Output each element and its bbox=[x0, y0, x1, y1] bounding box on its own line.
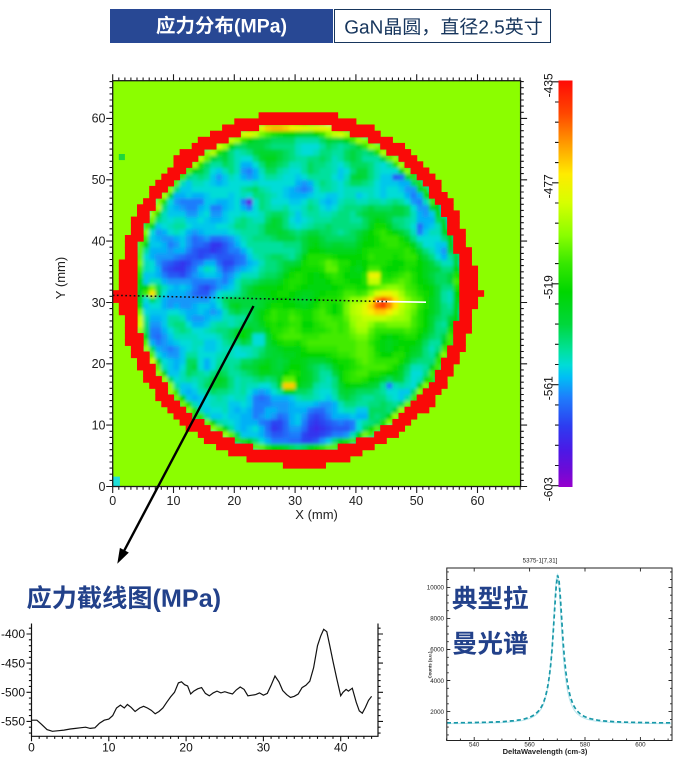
svg-text:4000: 4000 bbox=[430, 678, 444, 685]
svg-text:540: 540 bbox=[469, 742, 480, 749]
svg-text:10: 10 bbox=[102, 741, 116, 755]
svg-text:0: 0 bbox=[109, 494, 116, 508]
svg-text:600: 600 bbox=[635, 742, 646, 749]
svg-text:30: 30 bbox=[257, 741, 271, 755]
svg-text:2000: 2000 bbox=[430, 709, 444, 716]
svg-text:0: 0 bbox=[28, 741, 35, 755]
svg-text:20: 20 bbox=[179, 741, 193, 755]
svg-text:30: 30 bbox=[92, 296, 106, 310]
svg-text:20: 20 bbox=[227, 494, 241, 508]
svg-text:-519: -519 bbox=[542, 275, 556, 299]
svg-text:0: 0 bbox=[99, 480, 106, 494]
svg-text:40: 40 bbox=[349, 494, 363, 508]
svg-text:10: 10 bbox=[167, 494, 181, 508]
svg-text:-400: -400 bbox=[1, 627, 25, 641]
svg-text:20: 20 bbox=[92, 357, 106, 371]
svg-text:Counts (a.u.): Counts (a.u.) bbox=[428, 651, 433, 678]
svg-text:560: 560 bbox=[524, 742, 535, 749]
svg-text:-450: -450 bbox=[1, 656, 25, 670]
svg-text:-500: -500 bbox=[1, 686, 25, 700]
svg-text:580: 580 bbox=[580, 742, 591, 749]
svg-text:30: 30 bbox=[288, 494, 302, 508]
svg-text:DeltaWavelength (cm-3): DeltaWavelength (cm-3) bbox=[503, 747, 588, 756]
svg-text:5375-1[7,31]: 5375-1[7,31] bbox=[523, 558, 558, 565]
svg-text:40: 40 bbox=[92, 234, 106, 248]
svg-text:50: 50 bbox=[92, 173, 106, 187]
svg-text:X (mm): X (mm) bbox=[295, 507, 338, 522]
svg-text:8000: 8000 bbox=[430, 616, 444, 623]
svg-text:-477: -477 bbox=[542, 174, 556, 198]
svg-text:-435: -435 bbox=[542, 73, 556, 97]
svg-text:10000: 10000 bbox=[427, 585, 445, 592]
svg-text:6000: 6000 bbox=[430, 647, 444, 654]
svg-text:10: 10 bbox=[92, 418, 106, 432]
svg-text:50: 50 bbox=[410, 494, 424, 508]
svg-text:40: 40 bbox=[334, 741, 348, 755]
svg-text:Y (mm): Y (mm) bbox=[53, 257, 68, 299]
svg-text:-561: -561 bbox=[542, 376, 556, 400]
svg-text:60: 60 bbox=[471, 494, 485, 508]
svg-text:-550: -550 bbox=[1, 715, 25, 729]
svg-text:60: 60 bbox=[92, 112, 106, 126]
svg-text:-603: -603 bbox=[542, 477, 556, 501]
